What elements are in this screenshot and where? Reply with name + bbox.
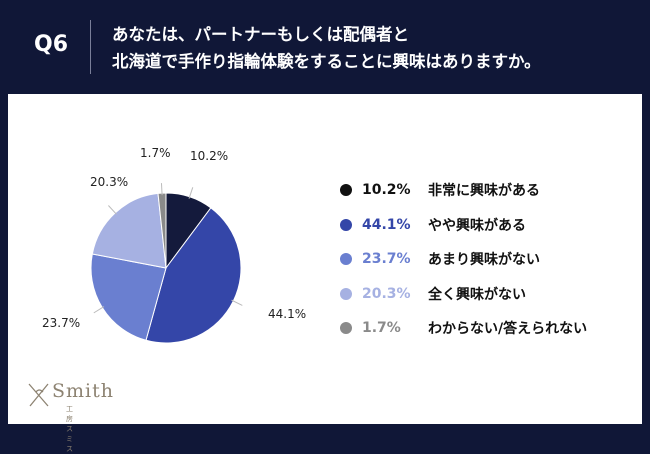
legend-label: 非常に興味がある	[428, 183, 540, 199]
legend-item: 23.7% あまり興味がない	[340, 249, 540, 269]
legend-marker	[340, 218, 352, 231]
legend-marker	[340, 287, 352, 300]
title-line-1: あなたは、パートナーもしくは配偶者と	[112, 25, 409, 44]
title-line-2: 北海道で手作り指輪体験をすることに興味はありますか。	[112, 52, 541, 71]
legend-percent: 20.3%	[362, 285, 411, 302]
legend-percent: 10.2%	[362, 182, 411, 198]
legend-item: 1.7% わからない/答えられない	[340, 318, 587, 338]
legend-item: 10.2% 非常に興味がある	[340, 180, 540, 200]
logo-subtext: 工房スミス	[66, 405, 75, 453]
leader-line	[188, 187, 194, 199]
legend-percent: 23.7%	[362, 251, 411, 267]
pie-chart: 10.2% 44.1% 23.7% 20.3% 1.7%	[42, 146, 306, 344]
question-title: あなたは、パートナーもしくは配偶者と 北海道で手作り指輪体験をすることに興味はあ…	[112, 21, 541, 75]
leader-line	[93, 306, 105, 314]
data-label: 44.1%	[268, 307, 306, 321]
legend-item: 20.3% 全く興味がない	[340, 284, 526, 304]
legend-label: わからない/答えられない	[428, 321, 588, 337]
legend-marker	[340, 322, 352, 334]
leader-line	[231, 299, 243, 306]
data-label: 1.7%	[140, 146, 171, 160]
legend-label: やや興味がある	[428, 217, 526, 234]
leader-line	[160, 183, 163, 196]
header: Q6 あなたは、パートナーもしくは配偶者と 北海道で手作り指輪体験をすることに興…	[0, 0, 650, 92]
data-label: 10.2%	[190, 149, 228, 163]
legend-percent: 1.7%	[362, 320, 401, 336]
divider	[90, 20, 91, 74]
data-label: 23.7%	[42, 316, 80, 330]
legend-percent: 44.1%	[362, 216, 411, 233]
question-number: Q6	[34, 32, 69, 57]
logo-text: Smith	[52, 380, 114, 402]
legend-label: 全く興味がない	[428, 286, 526, 303]
legend-label: あまり興味がない	[428, 252, 540, 268]
logo-icon	[28, 383, 49, 407]
legend-item: 44.1% やや興味がある	[340, 215, 526, 235]
legend-marker	[340, 184, 352, 196]
legend-marker	[340, 253, 352, 265]
data-label: 20.3%	[90, 175, 128, 189]
leader-line	[108, 205, 117, 215]
